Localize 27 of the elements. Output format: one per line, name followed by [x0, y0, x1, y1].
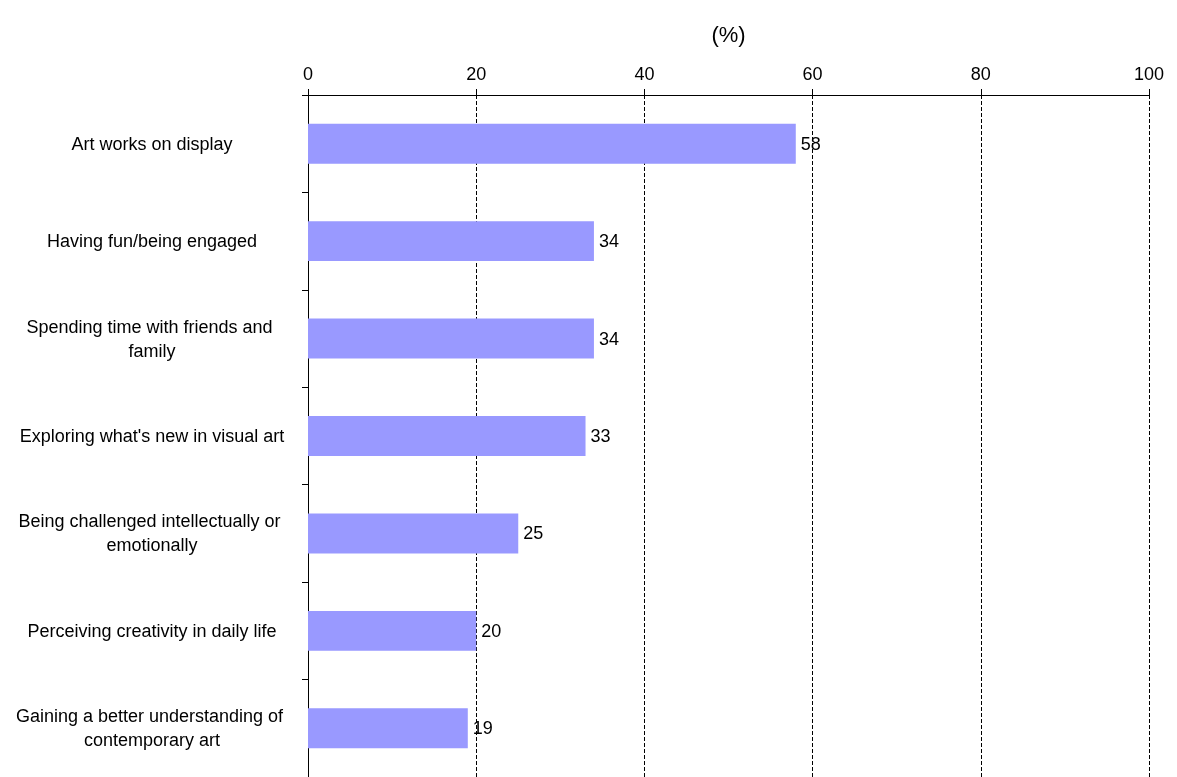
data-label: 25 [523, 523, 544, 544]
x-tick-label: 40 [634, 64, 655, 84]
data-label: 34 [598, 231, 619, 252]
x-tick-label: 60 [802, 64, 823, 84]
x-tick-label: 0 [302, 64, 314, 84]
data-label: 34 [598, 328, 619, 349]
y-tick-label: Gaining a better understanding of contemporary art [15, 706, 289, 751]
bar [308, 221, 594, 262]
x-tick-label: 100 [1133, 64, 1165, 84]
bar [308, 123, 796, 164]
y-tick-label: Spending time with friends and family [26, 316, 278, 361]
x-tick-label: 80 [970, 64, 991, 84]
y-tick-label: Having fun/being engaged [46, 231, 258, 252]
data-label: 20 [481, 620, 502, 641]
x-tick-label: 20 [466, 64, 487, 84]
y-tick-label: Perceiving creativity in daily life [27, 620, 277, 641]
y-tick-label: Exploring what's new in visual art [19, 426, 285, 446]
y-tick-label: Being challenged intellectually or emotionally [18, 511, 286, 556]
data-label: 33 [590, 426, 611, 446]
bar [308, 708, 468, 749]
bar [308, 513, 519, 554]
bar [308, 318, 594, 359]
x-axis-title: (%) [711, 21, 746, 47]
bar [308, 416, 586, 456]
data-label: 19 [472, 718, 493, 739]
bar [308, 610, 477, 651]
y-tick-label: Art works on display [71, 133, 233, 154]
